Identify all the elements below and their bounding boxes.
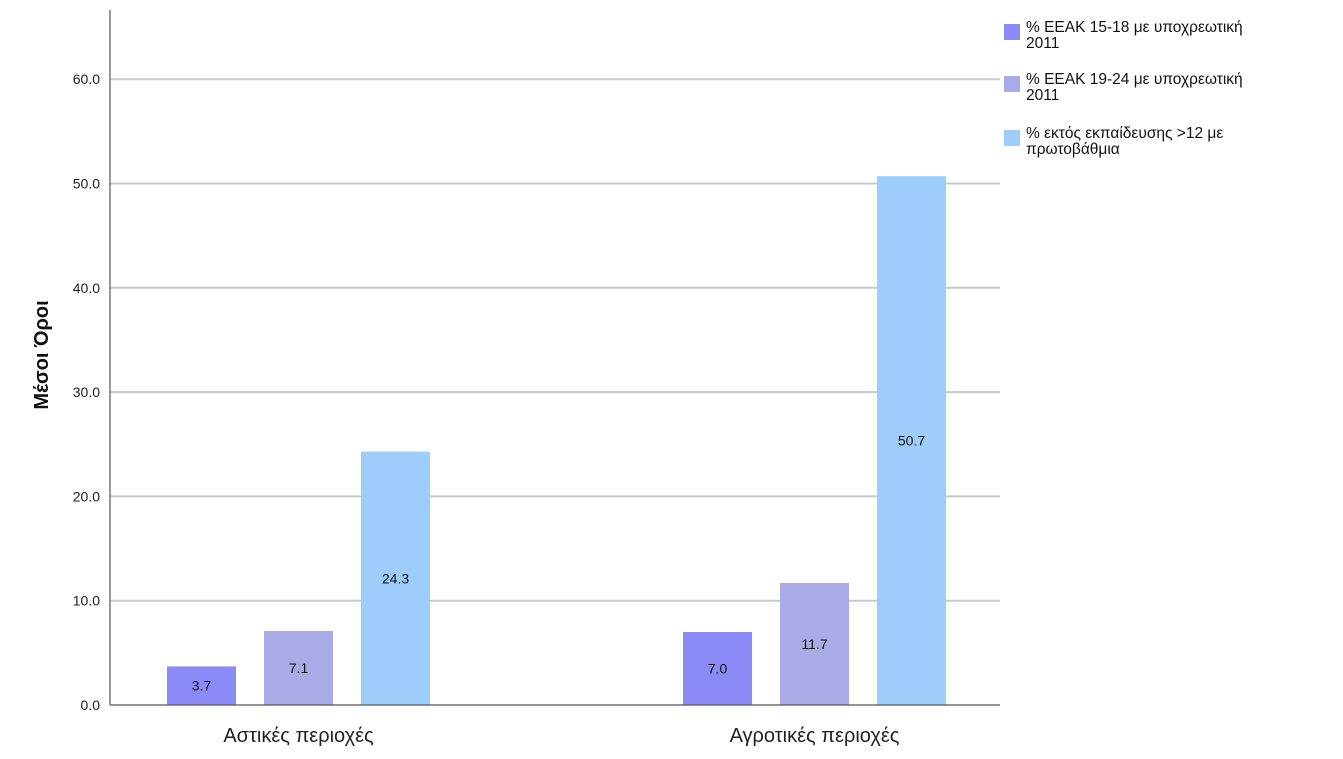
y-tick-label: 40.0	[73, 280, 100, 296]
legend-swatch	[1004, 130, 1020, 146]
bar-value-label: 7.1	[289, 660, 309, 676]
bar	[167, 666, 236, 705]
bar-value-label: 3.7	[192, 678, 212, 694]
bar	[877, 176, 946, 706]
bars	[167, 176, 946, 706]
x-category-label: Αγροτικές περιοχές	[730, 725, 900, 747]
y-tick-label: 60.0	[73, 71, 100, 87]
legend-label: % ΕΕΑΚ 15-18 με υποχρεωτική	[1026, 19, 1243, 36]
bar	[683, 631, 752, 705]
gridlines	[110, 78, 1000, 602]
legend-label: 2011	[1026, 87, 1059, 104]
legend-label: % ΕΕΑΚ 19-24 με υποχρεωτική	[1026, 71, 1243, 88]
legend-swatch	[1004, 76, 1020, 92]
y-tick-label: 10.0	[73, 593, 100, 609]
axes: 0.0 10.0 20.0 30.0 40.0 50.0 60.0 Αστικές περιο…	[73, 10, 1000, 747]
legend-label: % εκτός εκπαίδευσης >12 με	[1026, 125, 1223, 142]
y-tick-label: 30.0	[73, 384, 100, 400]
x-category-label: Αστικές περιοχές	[223, 725, 374, 747]
bar-value-label: 24.3	[382, 570, 409, 586]
legend-label: 2011	[1026, 35, 1059, 52]
bar-value-label: 50.7	[898, 433, 925, 449]
legend-label: πρωτοβάθμια	[1026, 141, 1120, 158]
data-labels: 3.7 7.1 24.3 7.0 11.7 50.7	[192, 433, 926, 694]
bar	[780, 582, 849, 705]
legend-swatch	[1004, 24, 1020, 40]
bar	[264, 630, 333, 705]
bar-value-label: 7.0	[708, 660, 728, 676]
bar-value-label: 11.7	[801, 636, 827, 652]
y-tick-label: 50.0	[73, 176, 100, 192]
y-tick-label: 0.0	[81, 697, 101, 713]
bar	[361, 451, 430, 705]
y-axis-title: Μέσοι Όροι	[31, 300, 53, 409]
y-tick-label: 20.0	[73, 488, 100, 504]
